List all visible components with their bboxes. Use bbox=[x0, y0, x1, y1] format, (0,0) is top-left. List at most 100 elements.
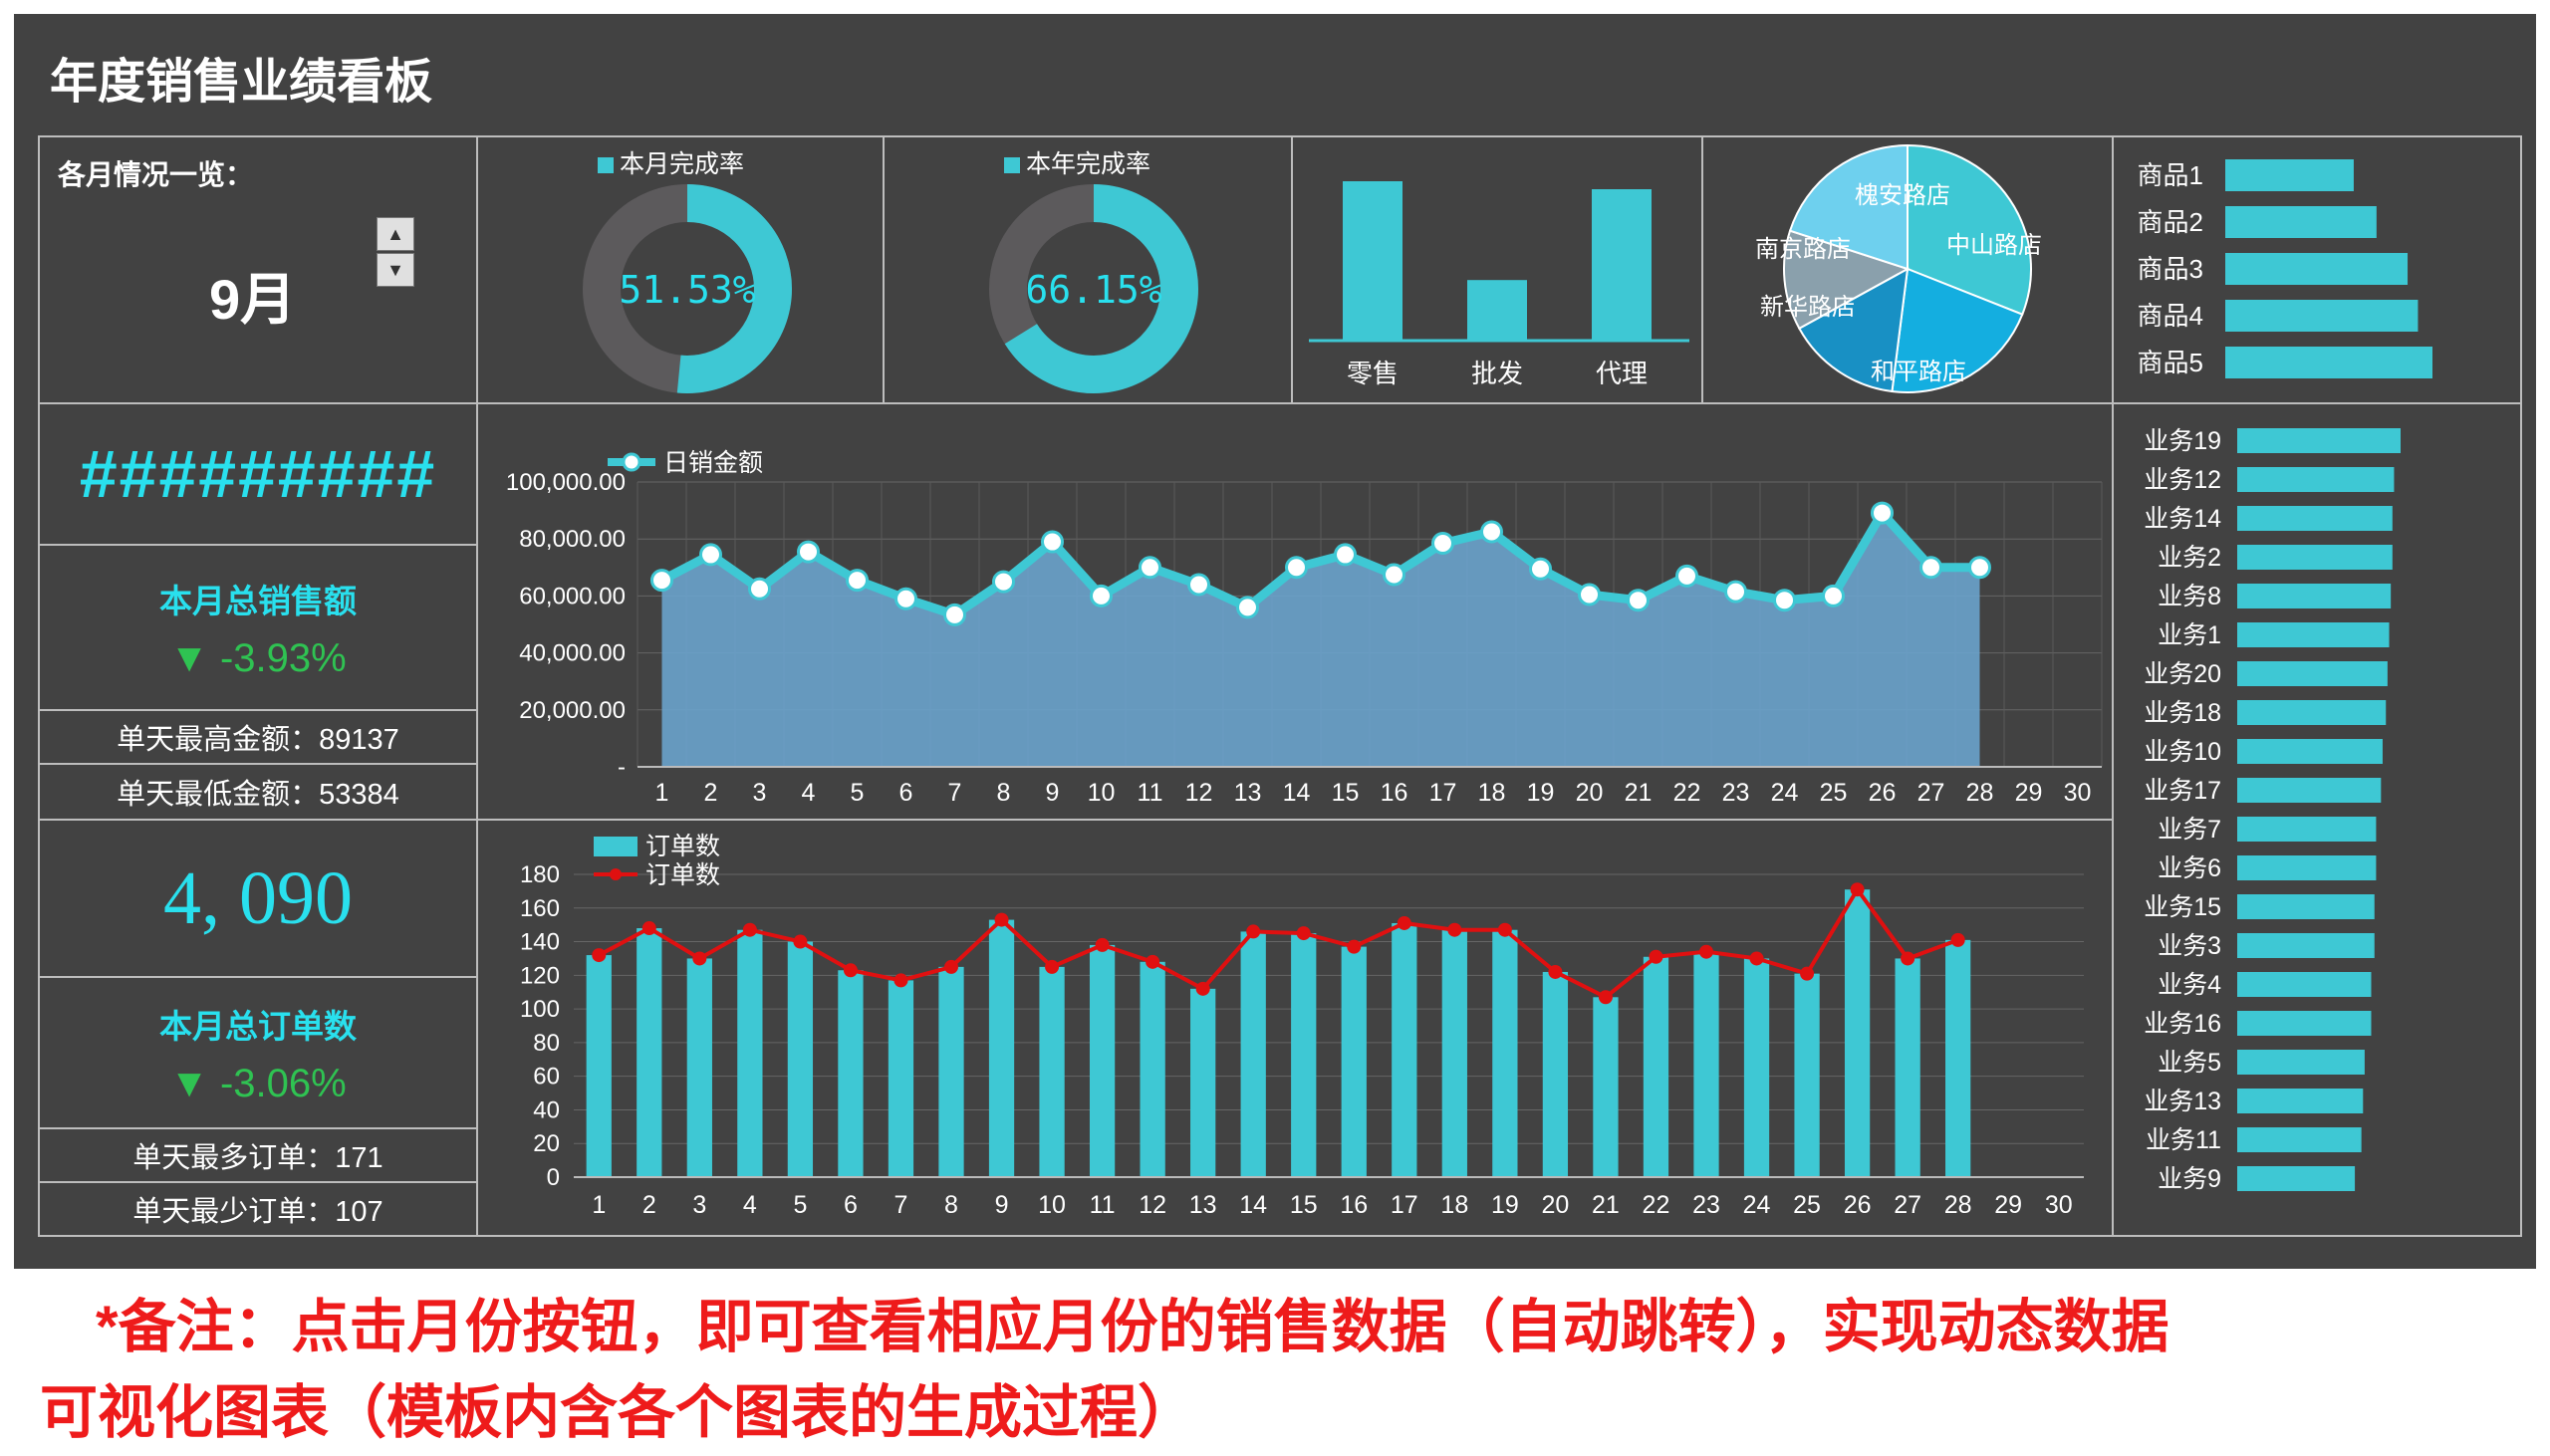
staff-bar-11 bbox=[2237, 817, 2377, 842]
orders-bar-13 bbox=[1190, 988, 1216, 1177]
orders-point-15 bbox=[1296, 926, 1311, 941]
sales-y-tick-0: - bbox=[618, 754, 626, 781]
orders-bar-26 bbox=[1844, 889, 1871, 1177]
orders-bar-27 bbox=[1895, 958, 1920, 1177]
product-bar-5 bbox=[2225, 347, 2432, 378]
sales-x-tick-18: 18 bbox=[1478, 779, 1506, 807]
staff-bar-9 bbox=[2237, 739, 2383, 764]
sales-point-8 bbox=[992, 570, 1015, 594]
daily-orders-panel: 0 20 40 60 80 100 120 140 160 180 1 2 3 4 5 6 7 8 9 10 11 12 1… bbox=[476, 819, 2114, 1237]
month-spinner[interactable]: ▲ ▼ bbox=[377, 217, 414, 287]
orders-bar-2 bbox=[637, 928, 662, 1177]
sales-x-tick-20: 20 bbox=[1576, 779, 1604, 807]
sales-x-tick-10: 10 bbox=[1088, 779, 1116, 807]
sales-line bbox=[659, 508, 1980, 619]
orders-legend-line-label: 订单数 bbox=[645, 861, 720, 889]
staff-label-1: 业务19 bbox=[2144, 427, 2221, 455]
staff-label-18: 业务13 bbox=[2144, 1088, 2221, 1115]
orders-x-tick-20: 20 bbox=[1541, 1191, 1569, 1219]
staff-bar-chart: 业务19 业务12 业务14 业务2 业务8 业务1 业务20 业务18 业务10 业务17 业务7… bbox=[2144, 427, 2401, 1193]
orders-x-tick-18: 18 bbox=[1440, 1191, 1468, 1219]
orders-point-12 bbox=[1146, 954, 1160, 969]
staff-bar-19 bbox=[2237, 1127, 2362, 1152]
orders-y-tick-1: 20 bbox=[533, 1130, 560, 1157]
staff-label-3: 业务14 bbox=[2144, 505, 2221, 533]
orders-point-21 bbox=[1598, 990, 1613, 1005]
orders-point-27 bbox=[1901, 951, 1915, 966]
orders-x-tick-12: 12 bbox=[1139, 1191, 1166, 1219]
store-slice-1 bbox=[1907, 143, 2032, 316]
product-panel: 商品1 商品2 商品3 商品4 商品5 bbox=[2112, 135, 2522, 404]
store-slice-2 bbox=[1891, 267, 2024, 393]
orders-point-19 bbox=[1497, 922, 1512, 937]
orders-bar-18 bbox=[1441, 929, 1467, 1177]
orders-x-tick-8: 8 bbox=[944, 1191, 958, 1219]
staff-bar-18 bbox=[2237, 1089, 2364, 1113]
up-arrow-icon[interactable]: ▲ bbox=[377, 217, 414, 251]
orders-x-tick-7: 7 bbox=[894, 1191, 908, 1219]
product-bar-1 bbox=[2225, 159, 2354, 191]
store-slice-4 bbox=[1783, 229, 1911, 331]
orders-point-5 bbox=[793, 934, 808, 949]
daily-sales-panel: - 20,000.00 40,000.00 60,000.00 80,000.00 100… bbox=[476, 402, 2114, 821]
orders-bar-11 bbox=[1089, 944, 1116, 1177]
sales-point-17 bbox=[1431, 531, 1454, 555]
sales-point-20 bbox=[1578, 583, 1601, 607]
sales-x-tick-19: 19 bbox=[1527, 779, 1555, 807]
staff-bar-20 bbox=[2237, 1166, 2356, 1191]
orders-total-value: 4, 090 bbox=[163, 855, 353, 940]
orders-bar-7 bbox=[888, 980, 914, 1177]
sales-x-tick-15: 15 bbox=[1332, 779, 1360, 807]
orders-x-tick-5: 5 bbox=[793, 1191, 807, 1219]
store-label-2: 和平路店 bbox=[1871, 359, 1966, 385]
sales-point-24 bbox=[1773, 589, 1796, 612]
staff-bar-3 bbox=[2237, 506, 2393, 531]
sales-point-15 bbox=[1334, 543, 1357, 567]
month-label: 各月情况一览： bbox=[58, 159, 254, 190]
staff-bar-12 bbox=[2237, 855, 2377, 880]
staff-bar-10 bbox=[2237, 778, 2382, 803]
dashboard-title: 年度销售业绩看板 bbox=[50, 56, 433, 109]
product-bar-3 bbox=[2225, 253, 2409, 285]
orders-bar-15 bbox=[1291, 933, 1317, 1177]
orders-bar-22 bbox=[1643, 956, 1669, 1177]
sales-x-tick-6: 6 bbox=[899, 779, 913, 807]
staff-bar-8 bbox=[2237, 700, 2387, 725]
orders-min-row: 单天最少订单：107 bbox=[38, 1181, 478, 1237]
orders-point-14 bbox=[1246, 924, 1261, 939]
year-rate-value-label: 66.15% bbox=[1025, 268, 1161, 312]
product-bar-chart: 商品1 商品2 商品3 商品4 商品5 bbox=[2138, 159, 2432, 378]
orders-x-tick-1: 1 bbox=[592, 1191, 606, 1219]
orders-point-8 bbox=[944, 959, 958, 974]
down-arrow-icon[interactable]: ▼ bbox=[377, 253, 414, 287]
footnote-line-2: 可视化图表（模板内含各个图表的生成过程） bbox=[40, 1380, 1196, 1445]
sales-x-tick-28: 28 bbox=[1966, 779, 1994, 807]
sales-x-tick-23: 23 bbox=[1722, 779, 1750, 807]
orders-bar-25 bbox=[1794, 973, 1820, 1177]
sales-point-12 bbox=[1187, 573, 1210, 597]
store-panel: 中山路店 和平路店 新华路店 南京路店 槐安路店 bbox=[1701, 135, 2114, 404]
sales-point-28 bbox=[1968, 556, 1991, 580]
sales-x-tick-3: 3 bbox=[753, 779, 767, 807]
orders-point-6 bbox=[843, 963, 858, 978]
sales-x-tick-12: 12 bbox=[1185, 779, 1213, 807]
sales-point-5 bbox=[846, 569, 869, 593]
month-rate-value-label: 51.53% bbox=[619, 268, 755, 312]
month-value: 9月 bbox=[209, 268, 297, 331]
orders-y-tick-4: 80 bbox=[533, 1030, 560, 1057]
orders-x-tick-30: 30 bbox=[2045, 1191, 2073, 1219]
orders-bar-3 bbox=[686, 958, 712, 1177]
channel-bar-2 bbox=[1467, 280, 1527, 341]
staff-bar-16 bbox=[2237, 1011, 2372, 1036]
sales-x-tick-21: 21 bbox=[1625, 779, 1653, 807]
store-label-3: 新华路店 bbox=[1760, 294, 1856, 321]
orders-x-tick-17: 17 bbox=[1391, 1191, 1418, 1219]
orders-x-tick-3: 3 bbox=[692, 1191, 706, 1219]
orders-x-tick-9: 9 bbox=[995, 1191, 1009, 1219]
month-rate-legend-label: 本月完成率 bbox=[620, 150, 744, 178]
staff-bar-7 bbox=[2237, 661, 2388, 686]
staff-label-5: 业务8 bbox=[2158, 583, 2221, 610]
orders-x-tick-6: 6 bbox=[844, 1191, 858, 1219]
orders-bar-5 bbox=[787, 941, 814, 1177]
